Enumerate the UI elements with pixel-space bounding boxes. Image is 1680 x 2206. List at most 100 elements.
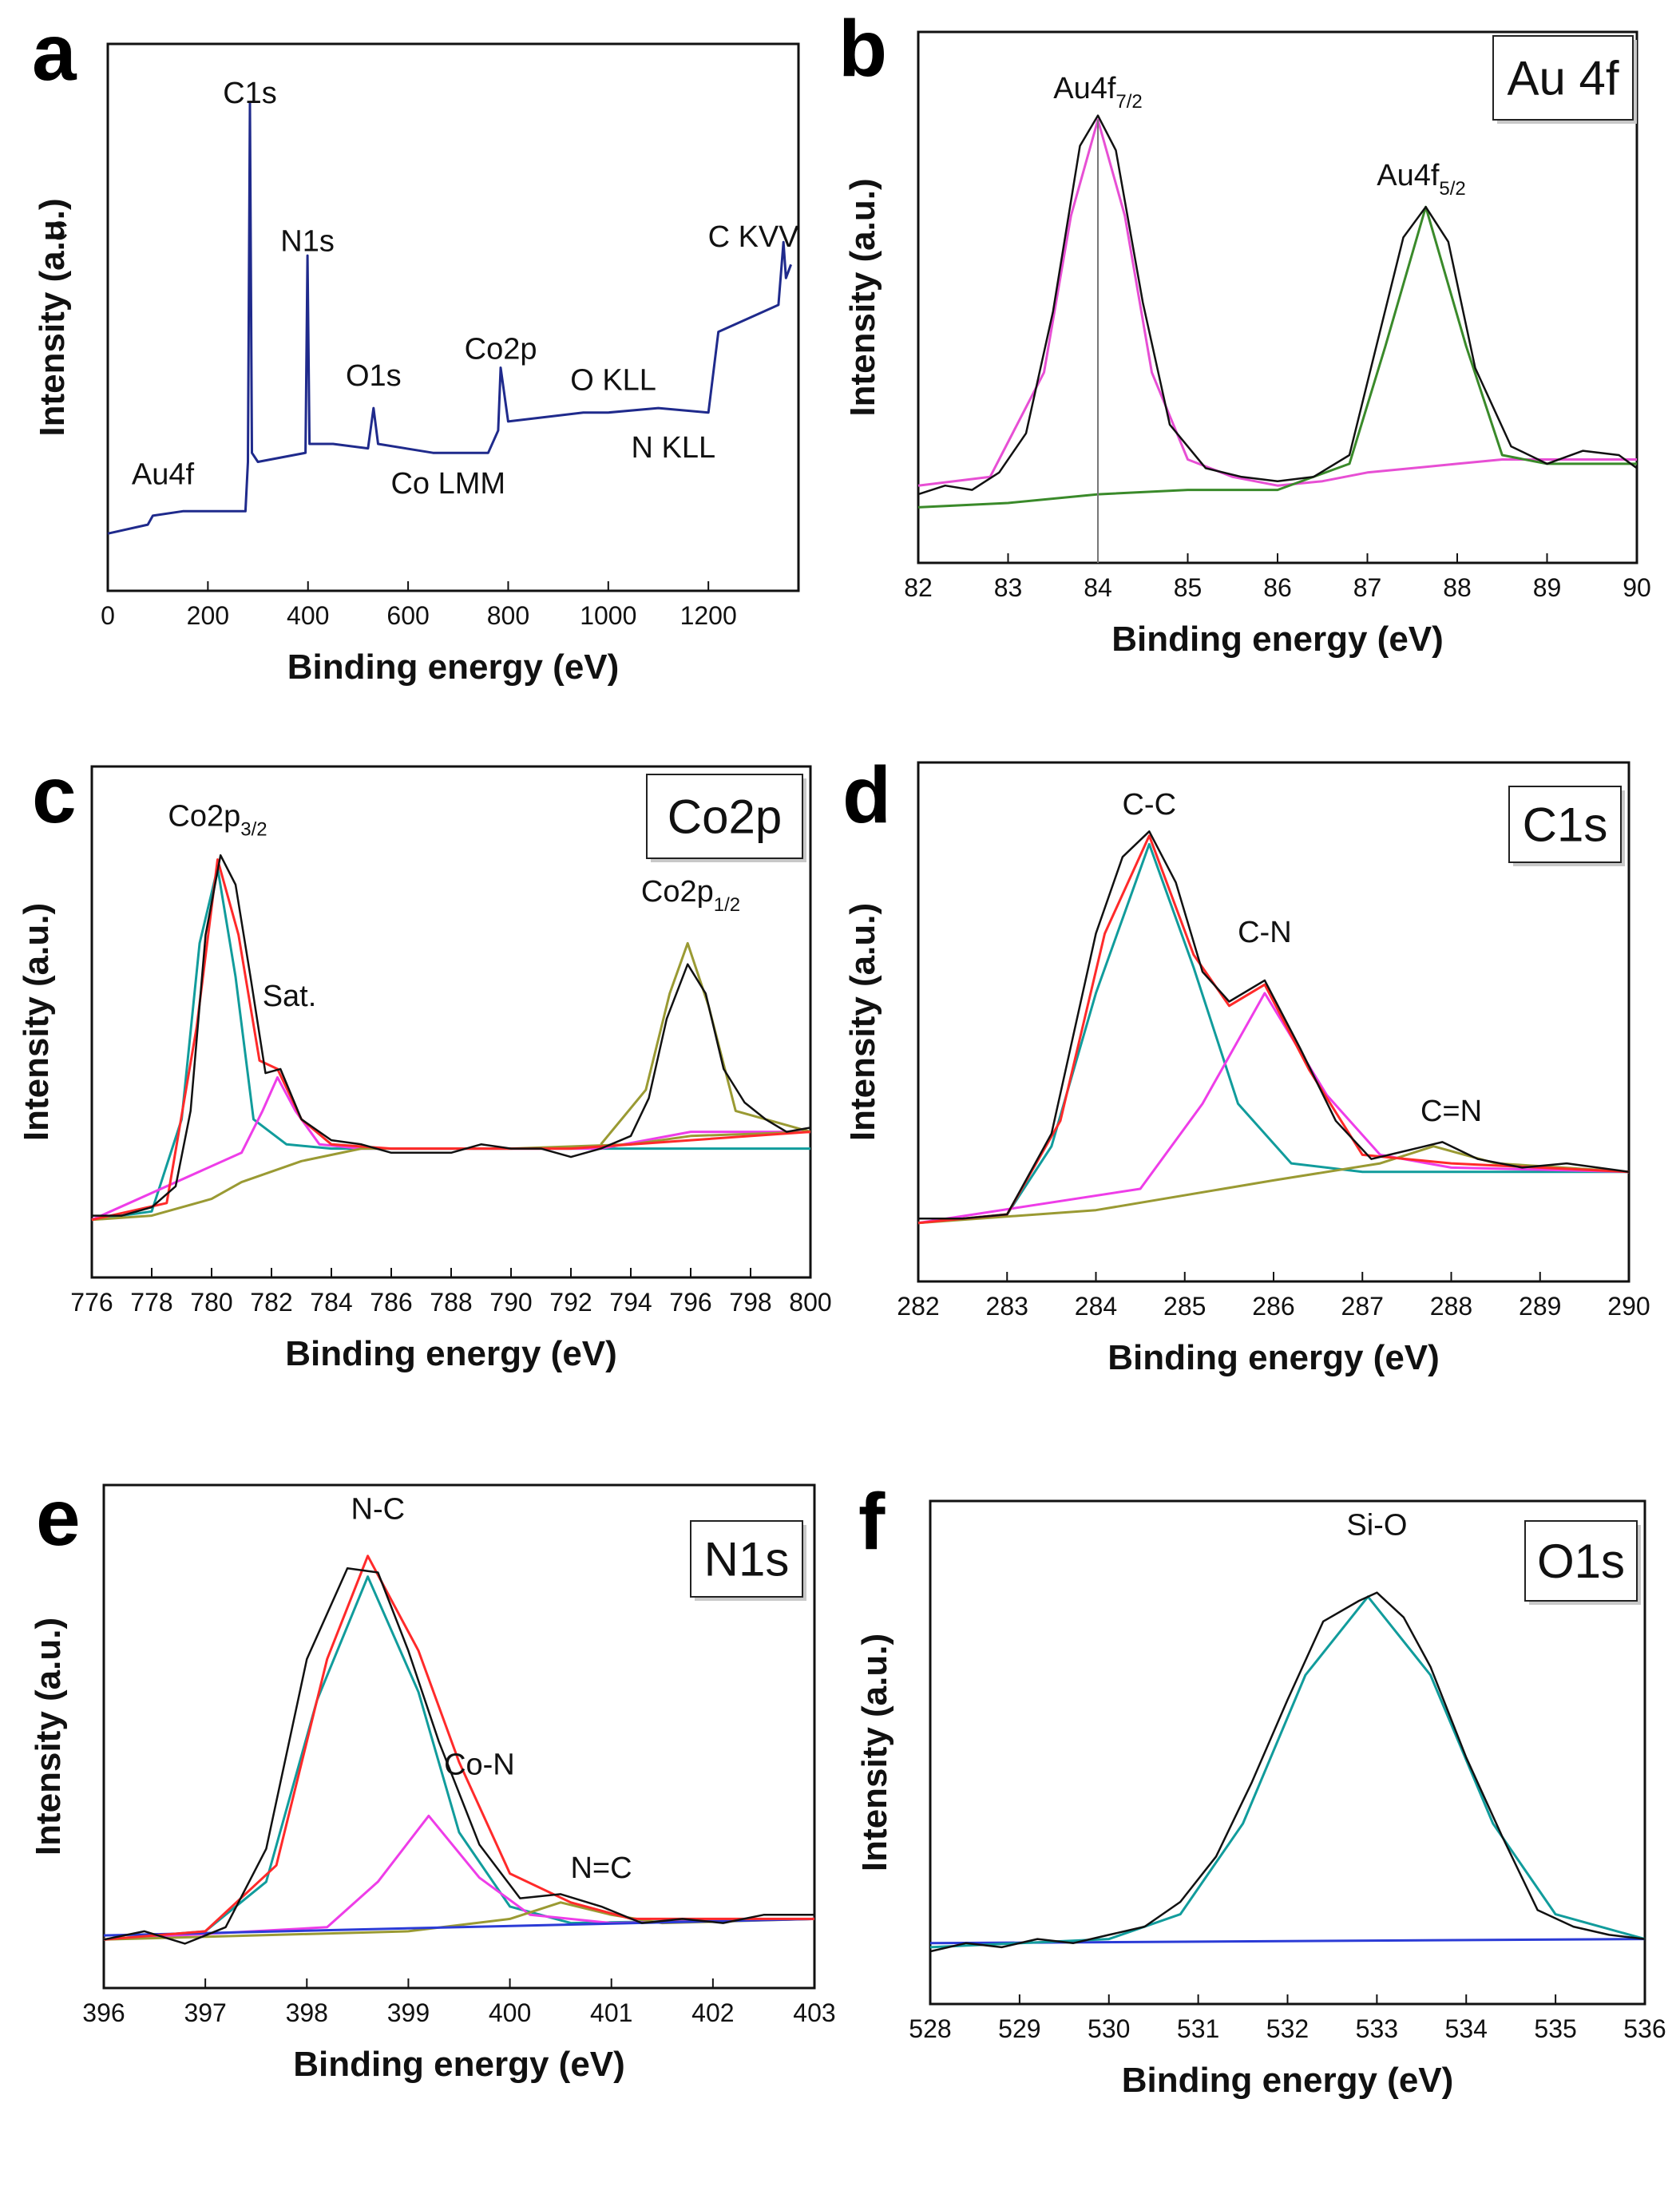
x-tick-label: 786 bbox=[370, 1288, 412, 1317]
panel-title: Au 4f bbox=[1507, 52, 1619, 105]
x-tick-label: 0 bbox=[101, 601, 115, 630]
x-axis-label: Binding energy (eV) bbox=[285, 1334, 617, 1373]
panel-letter: e bbox=[36, 1473, 81, 1562]
series-c-c-fit bbox=[917, 842, 1629, 1225]
x-tick-label: 290 bbox=[1607, 1292, 1650, 1321]
x-tick-label: 800 bbox=[487, 601, 529, 630]
series-survey bbox=[107, 101, 793, 535]
x-tick-label: 1000 bbox=[580, 601, 636, 630]
y-axis-label: Intensity (a.u.) bbox=[855, 1634, 894, 1871]
series-raw bbox=[92, 853, 811, 1217]
panel-letter: f bbox=[858, 1477, 886, 1566]
x-tick-label: 86 bbox=[1263, 573, 1292, 602]
series-background bbox=[103, 1917, 815, 1937]
panel-letter: c bbox=[32, 751, 77, 840]
x-tick-label: 782 bbox=[250, 1288, 292, 1317]
x-tick-label: 798 bbox=[729, 1288, 771, 1317]
x-tick-label: 528 bbox=[909, 2014, 951, 2043]
x-tick-label: 289 bbox=[1519, 1292, 1561, 1321]
series-sat-fit bbox=[91, 1075, 810, 1222]
x-axis-label: Binding energy (eV) bbox=[293, 2045, 625, 2084]
x-axis-label: Binding energy (eV) bbox=[1111, 620, 1444, 659]
x-tick-label: 90 bbox=[1623, 573, 1651, 602]
series-envelope bbox=[103, 1554, 814, 1941]
x-tick-label: 85 bbox=[1174, 573, 1203, 602]
peak-label: Co-N bbox=[444, 1749, 515, 1782]
peak-label: O KLL bbox=[570, 364, 656, 398]
peak-label: C-C bbox=[1122, 788, 1176, 822]
y-axis-label: Intensity (a.u.) bbox=[843, 178, 882, 416]
x-tick-label: 529 bbox=[998, 2014, 1040, 2043]
panel-letter: b bbox=[838, 4, 887, 93]
peak-label: C1s bbox=[223, 77, 277, 110]
peak-label: Au4f5/2 bbox=[1377, 159, 1466, 200]
x-tick-label: 88 bbox=[1443, 573, 1472, 602]
peak-label: C-N bbox=[1238, 916, 1292, 949]
x-tick-label: 400 bbox=[489, 1998, 531, 2027]
x-tick-label: 83 bbox=[994, 573, 1023, 602]
x-tick-label: 285 bbox=[1163, 1292, 1206, 1321]
x-tick-label: 84 bbox=[1084, 573, 1112, 602]
series-au4f5-2 bbox=[917, 205, 1637, 509]
x-tick-label: 87 bbox=[1353, 573, 1382, 602]
x-tick-label: 780 bbox=[190, 1288, 232, 1317]
panel-title: Co2p bbox=[668, 790, 782, 844]
series-co2p3-2-fit bbox=[91, 866, 810, 1222]
x-tick-label: 788 bbox=[430, 1288, 472, 1317]
x-tick-label: 282 bbox=[897, 1292, 939, 1321]
plot-frame bbox=[106, 42, 800, 592]
title-badge bbox=[1508, 786, 1622, 863]
peak-label: C KVV bbox=[708, 220, 800, 254]
x-tick-label: 600 bbox=[386, 601, 429, 630]
y-axis-label: Intensity (a.u.) bbox=[843, 903, 882, 1141]
x-tick-label: 288 bbox=[1430, 1292, 1472, 1321]
x-tick-label: 796 bbox=[669, 1288, 711, 1317]
plot-frame bbox=[102, 1483, 816, 1990]
series-background bbox=[91, 1131, 811, 1222]
peak-label: Co2p3/2 bbox=[168, 799, 267, 840]
panel-d: d C1s 282 283 284 285 286 287 288 289 290 Binding e… bbox=[842, 751, 1650, 1377]
peak-label: Au4f7/2 bbox=[1053, 72, 1143, 113]
y-axis-label: Intensity (a.u.) bbox=[33, 198, 72, 436]
x-axis-label: Binding energy (eV) bbox=[1122, 2061, 1454, 2100]
x-tick-label: 784 bbox=[310, 1288, 352, 1317]
x-axis-label: Binding energy (eV) bbox=[1107, 1338, 1440, 1377]
series-raw bbox=[918, 830, 1630, 1220]
x-tick-label: 396 bbox=[82, 1998, 125, 2027]
peak-label: N KLL bbox=[631, 431, 715, 465]
panel-letter: d bbox=[842, 751, 891, 840]
peak-label: O1s bbox=[346, 359, 402, 393]
x-tick-label: 399 bbox=[387, 1998, 430, 2027]
series-envelope bbox=[91, 858, 811, 1222]
x-tick-label: 200 bbox=[187, 601, 229, 630]
x-tick-label: 533 bbox=[1356, 2014, 1398, 2043]
y-axis-label: Intensity (a.u.) bbox=[17, 903, 56, 1141]
peak-label: Sat. bbox=[263, 980, 317, 1013]
x-tick-label: 790 bbox=[489, 1288, 532, 1317]
x-tick-label: 1200 bbox=[680, 601, 737, 630]
x-tick-label: 535 bbox=[1534, 2014, 1576, 2043]
peak-label: Co LMM bbox=[390, 467, 505, 501]
panel-title: C1s bbox=[1523, 798, 1608, 852]
panel-a: a 0 200 400 600 800 1000 1200 Binding energy (eV… bbox=[32, 8, 800, 687]
x-tick-label: 800 bbox=[789, 1288, 831, 1317]
x-tick-label: 89 bbox=[1533, 573, 1562, 602]
x-tick-label: 82 bbox=[904, 573, 933, 602]
x-tick-label: 403 bbox=[793, 1998, 835, 2027]
series-raw bbox=[917, 114, 1638, 496]
x-tick-label: 792 bbox=[549, 1288, 592, 1317]
x-tick-label: 532 bbox=[1266, 2014, 1309, 2043]
series-si-o-fit bbox=[929, 1595, 1646, 1949]
x-tick-label: 402 bbox=[691, 1998, 734, 2027]
series-raw bbox=[103, 1567, 814, 1945]
panel-letter: a bbox=[32, 8, 77, 97]
x-tick-label: 536 bbox=[1623, 2014, 1666, 2043]
y-axis-label-extra: C bbox=[50, 216, 68, 245]
peak-label: Si-O bbox=[1346, 1508, 1407, 1542]
x-tick-label: 287 bbox=[1341, 1292, 1384, 1321]
peak-label: Au4f bbox=[132, 458, 195, 492]
x-tick-label: 397 bbox=[184, 1998, 226, 2027]
y-axis-label: Intensity (a.u.) bbox=[29, 1618, 68, 1855]
x-tick-label: 794 bbox=[609, 1288, 652, 1317]
